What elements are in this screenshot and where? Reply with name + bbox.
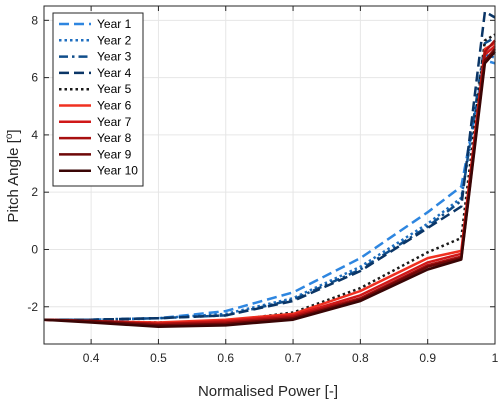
legend-label-year-10: Year 10 — [97, 164, 138, 178]
y-axis-label-text: Pitch Angle [ — [5, 138, 22, 222]
legend-label-year-8: Year 8 — [97, 131, 132, 145]
y-tick-label: 8 — [31, 13, 38, 27]
legend-label-year-1: Year 1 — [97, 17, 132, 31]
legend-label-year-9: Year 9 — [97, 147, 132, 161]
x-tick-label: 0.5 — [150, 351, 167, 365]
series-line-year-10 — [43, 50, 496, 329]
x-tick-label: 0.8 — [352, 351, 369, 365]
legend-label-year-7: Year 7 — [97, 115, 132, 129]
x-axis-label: Normalised Power [-] — [198, 383, 338, 400]
legend-label-year-6: Year 6 — [97, 99, 132, 113]
legend: Year 1 Year 2 Year 3 Year 4 Year 5 Year 6 Year… — [52, 12, 144, 187]
y-tick-label: -2 — [27, 300, 38, 314]
series-line-year-4 — [44, 10, 496, 321]
axes-box — [43, 5, 496, 345]
x-tick-label: 0.9 — [419, 351, 436, 365]
y-tick-label: 4 — [31, 128, 38, 142]
x-tick-label: 0.6 — [217, 351, 234, 365]
legend-label-year-3: Year 3 — [97, 50, 132, 64]
y-axis-label: Pitch Angle [o] — [4, 129, 22, 222]
series-layer — [43, 10, 496, 329]
legend-label-year-5: Year 5 — [97, 82, 132, 96]
legend-label-year-2: Year 2 — [97, 33, 132, 47]
x-tick-label: 0.4 — [83, 351, 100, 365]
axes-layer: 0.4 0.5 0.6 0.7 0.8 0.9 1 -2 0 2 4 6 8 — [27, 5, 499, 365]
legend-label-year-4: Year 4 — [97, 66, 132, 80]
y-tick-label: 6 — [31, 71, 38, 85]
y-axis-label-close: ] — [5, 129, 22, 133]
y-axis-label-superscript: o — [4, 133, 15, 139]
series-line-year-2 — [44, 53, 496, 321]
y-tick-label: 0 — [31, 242, 38, 256]
x-tick-label: 0.7 — [285, 351, 302, 365]
legend-box — [52, 12, 144, 187]
x-tick-label: 1 — [492, 351, 499, 365]
y-tick-label: 2 — [31, 185, 38, 199]
